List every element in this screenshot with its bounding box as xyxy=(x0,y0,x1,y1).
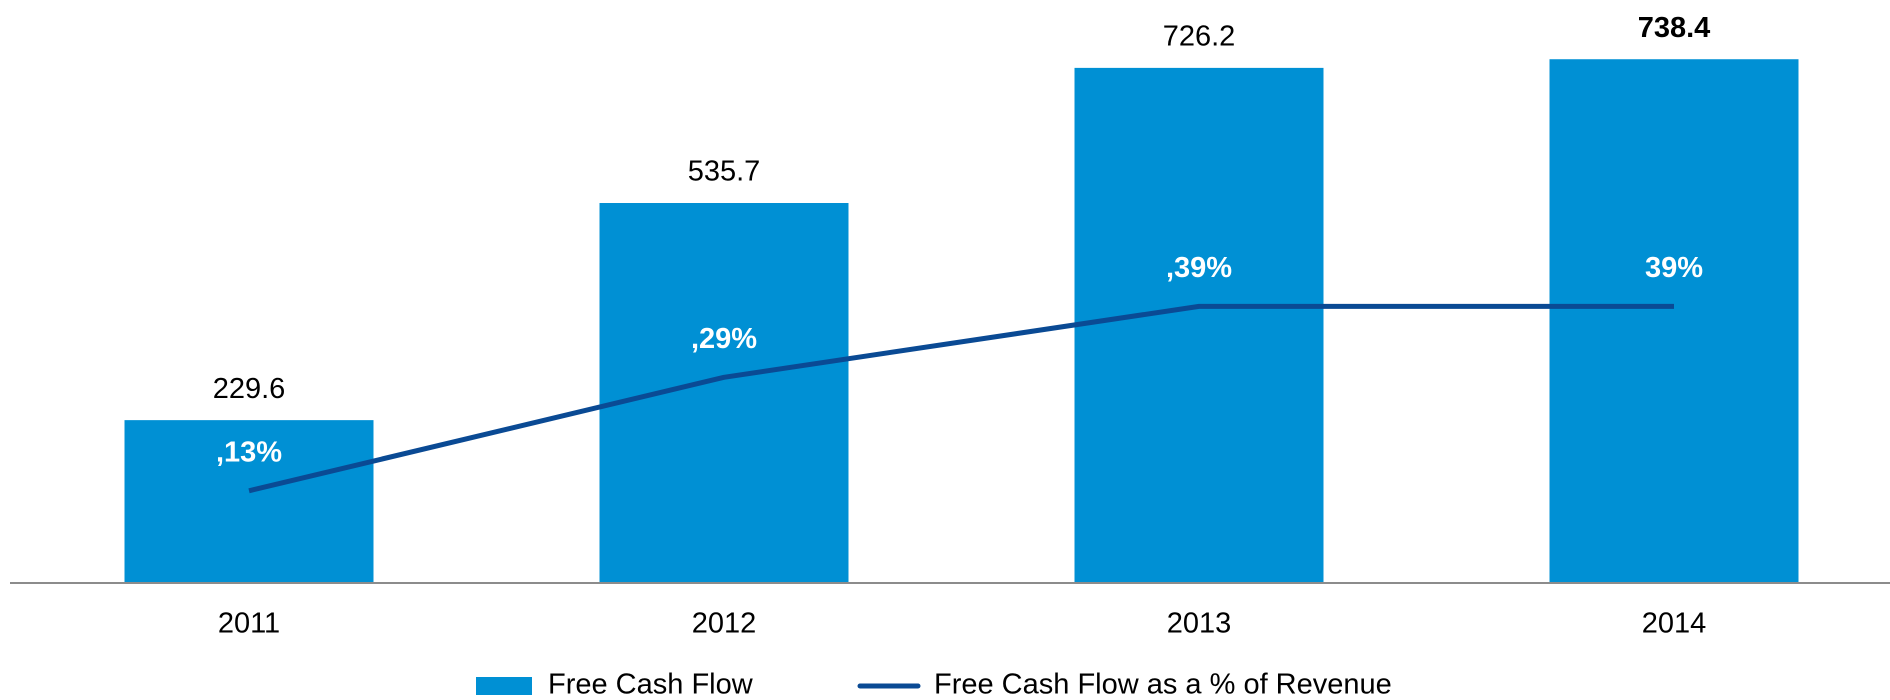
x-tick-label: 2013 xyxy=(1167,608,1232,640)
legend-swatch xyxy=(476,677,532,695)
bar-value-label: 726.2 xyxy=(1163,21,1236,53)
bar-value-label: 229.6 xyxy=(213,373,286,405)
bar-value-label: 738.4 xyxy=(1638,12,1711,44)
x-tick-label: 2014 xyxy=(1642,608,1707,640)
line-value-label: ,39% xyxy=(1166,252,1232,284)
x-tick-label: 2012 xyxy=(692,608,757,640)
bar-value-label: 535.7 xyxy=(688,156,761,188)
line-value-label: 39% xyxy=(1645,252,1703,284)
x-tick-label: 2011 xyxy=(218,608,280,640)
line-value-label: ,13% xyxy=(216,436,282,468)
bar xyxy=(1074,67,1324,583)
legend-label: Free Cash Flow as a % of Revenue xyxy=(934,669,1392,700)
legend-label: Free Cash Flow xyxy=(548,669,754,700)
line xyxy=(248,303,1674,494)
line-value-label: ,29% xyxy=(691,323,757,355)
bar xyxy=(124,420,374,583)
bar xyxy=(599,203,849,583)
bar xyxy=(1549,59,1799,583)
